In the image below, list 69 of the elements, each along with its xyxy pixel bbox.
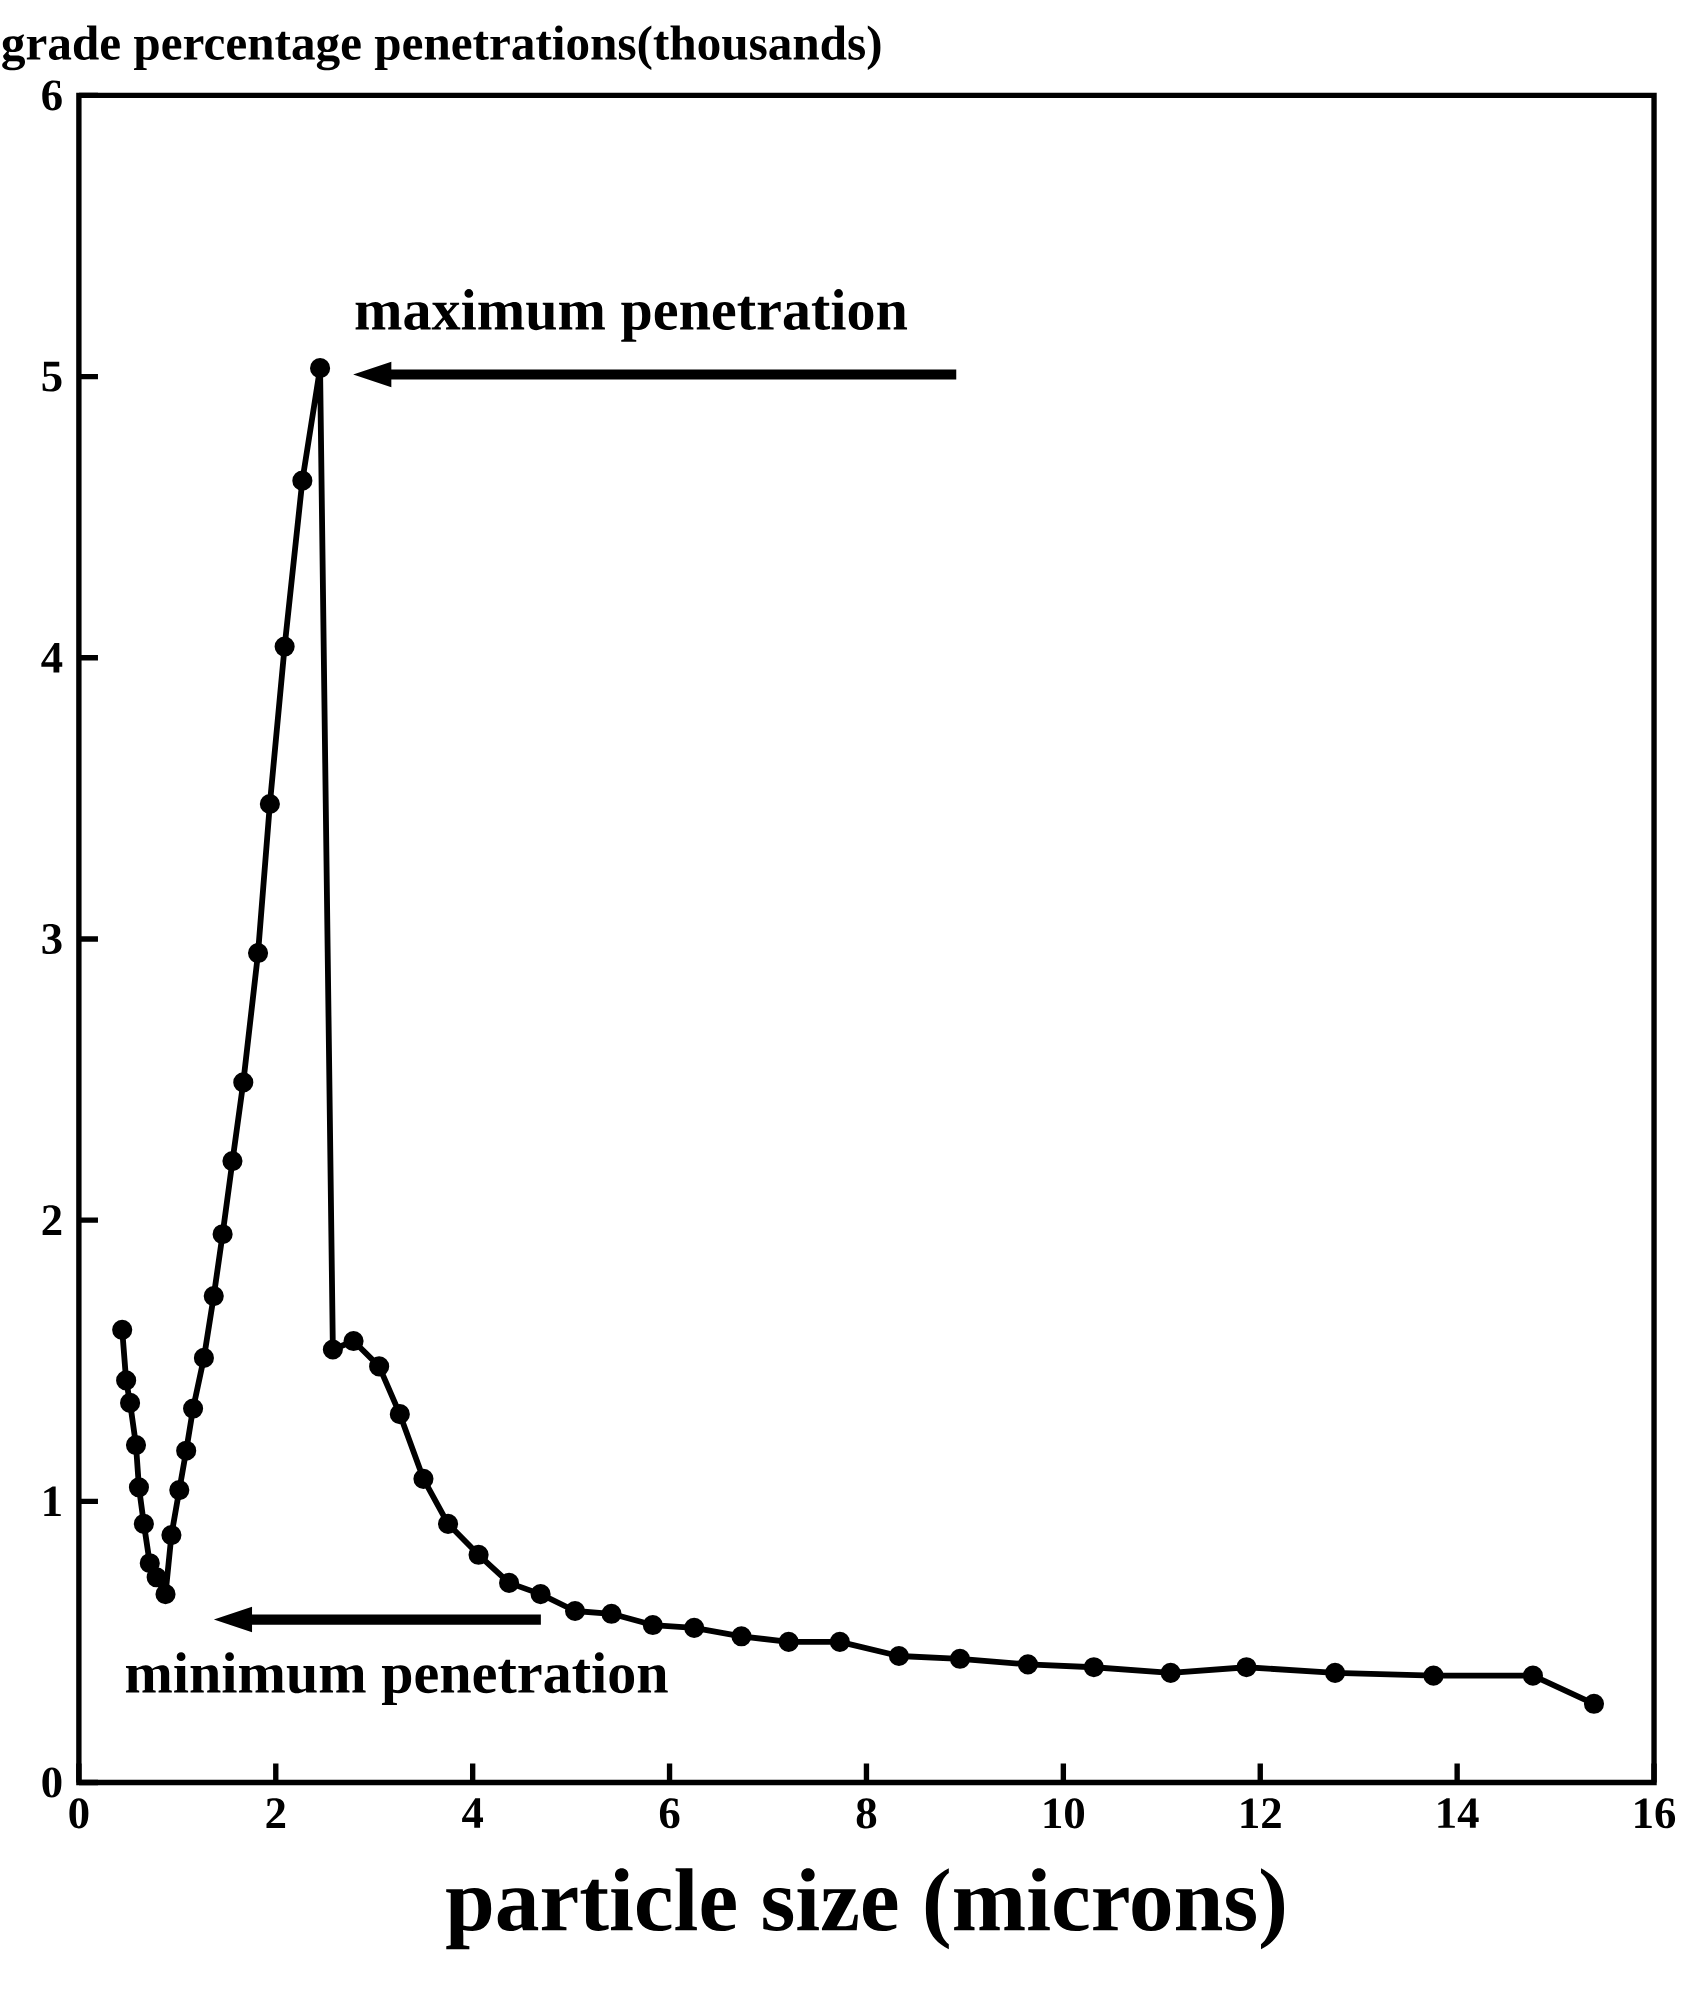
x-tick-label: 6 [659,1798,680,1829]
y-tick-label: 2 [42,1205,62,1235]
point [1083,1657,1104,1678]
y-tick-label: 1 [44,1486,61,1517]
point [949,1648,970,1669]
point [259,793,280,815]
point [888,1645,909,1667]
point [1236,1657,1257,1678]
x-tick-label: 16 [1635,1798,1675,1829]
point [115,1370,137,1391]
point [389,1404,410,1425]
point [601,1603,622,1624]
point [125,1435,146,1456]
x-axis-title: particle size (microns) [446,1868,1284,1950]
point [468,1544,489,1565]
point [112,1319,133,1340]
point [368,1356,390,1377]
y-tick-label: 0 [42,1767,62,1798]
point [233,1072,254,1093]
point [247,942,269,964]
point [684,1617,705,1638]
point [829,1631,850,1652]
point [161,1525,182,1546]
point [1423,1665,1444,1686]
point [146,1567,167,1588]
y-tick-label: 5 [42,361,62,392]
point [182,1398,204,1419]
x-tick-label: 12 [1241,1798,1281,1828]
y-tick-label: 3 [42,923,62,954]
point [155,1584,176,1605]
x-tick-label: 10 [1044,1798,1084,1829]
point [1583,1693,1604,1714]
x-tick-label: 14 [1438,1798,1479,1828]
point [169,1480,190,1501]
point [413,1468,434,1489]
point [119,1392,141,1413]
y-tick-label: 4 [41,643,63,673]
point [128,1477,149,1498]
x-tick-label: 4 [462,1798,483,1828]
point [193,1347,214,1369]
point [274,636,295,657]
point [564,1600,586,1622]
point [309,358,331,379]
point [1160,1662,1181,1683]
point [133,1513,154,1534]
point [1324,1662,1346,1683]
point [222,1151,243,1172]
point [778,1631,799,1652]
point [322,1339,343,1360]
point [530,1584,551,1605]
point [139,1553,160,1574]
point [498,1572,520,1593]
annotation: maximum penetration [355,289,907,342]
point [203,1286,224,1307]
point [731,1626,752,1647]
point [1017,1654,1038,1675]
point [437,1513,459,1534]
point [176,1440,197,1461]
y-axis-title: grade percentage penetrations(thousands) [2,25,881,71]
annotation: minimum penetration [125,1652,668,1705]
x-tick-label: 0 [69,1798,89,1829]
point [212,1224,233,1245]
y-tick-label: 6 [42,80,62,111]
x-tick-label: 2 [266,1798,285,1828]
x-tick-label: 8 [856,1798,877,1829]
point [1522,1665,1543,1686]
point [343,1331,364,1352]
point [292,470,313,491]
point [642,1615,663,1636]
